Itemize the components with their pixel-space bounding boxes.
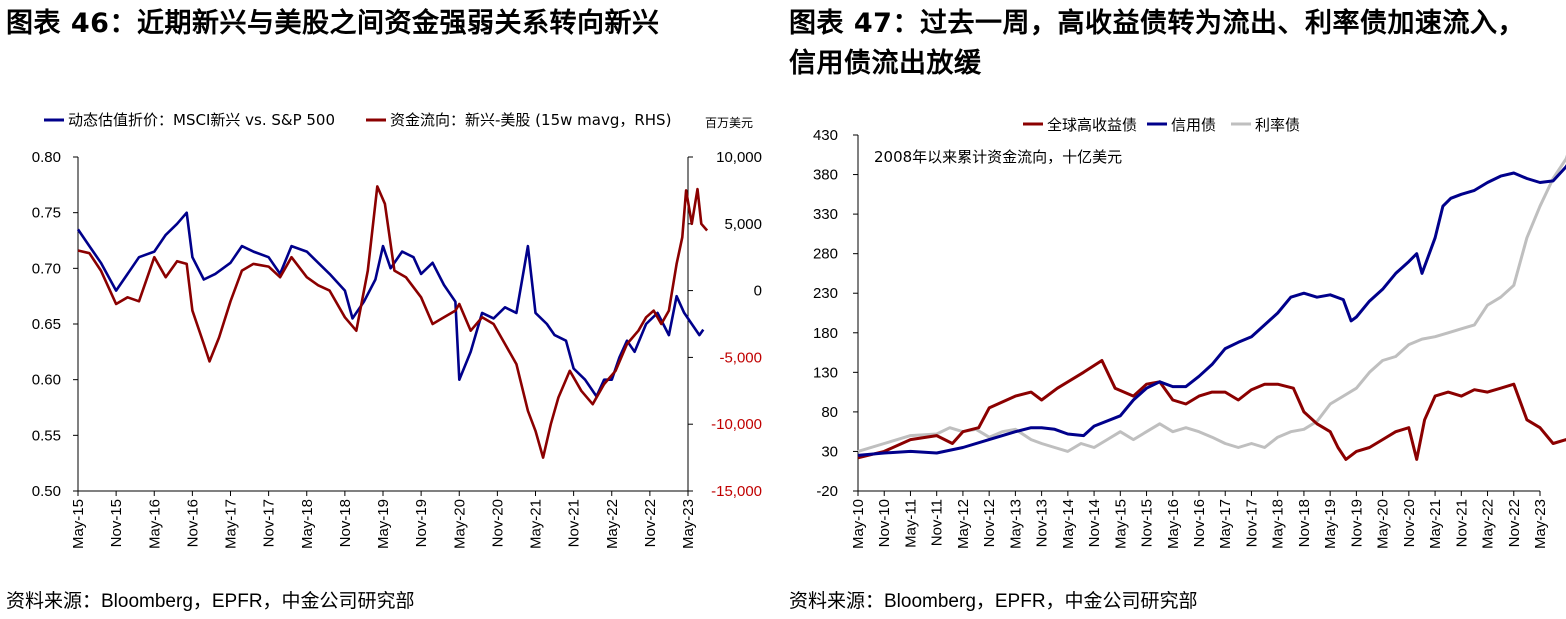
x-tick-label: May-15 (70, 499, 87, 549)
chart-annotation: 2008年以来累计资金流向，十亿美元 (874, 148, 1122, 166)
series-line (77, 185, 709, 459)
x-tick-label: May-15 (1112, 499, 1129, 549)
x-tick-label: Nov-18 (337, 499, 354, 547)
source-note: 资料来源：Bloomberg，EPFR，中金公司研究部 (789, 591, 1198, 612)
y-tick-label: 0.65 (32, 316, 61, 333)
x-tick-label: Nov-19 (413, 499, 430, 547)
y2-tick-label: -5,000 (719, 349, 762, 366)
x-tick-label: Nov-15 (1139, 499, 1156, 547)
x-tick-label: Nov-20 (489, 499, 506, 547)
x-tick-label: Nov-16 (1191, 499, 1208, 547)
x-tick-label: Nov-22 (642, 499, 659, 547)
y-tick-label: 0.60 (32, 372, 61, 389)
y2-tick-label: 0 (754, 283, 762, 300)
y-tick-label: 80 (821, 404, 838, 421)
x-tick-label: Nov-21 (1453, 499, 1470, 547)
y-tick-label: -20 (816, 483, 838, 500)
x-tick-label: Nov-22 (1506, 499, 1523, 547)
x-tick-label: May-17 (1217, 499, 1234, 549)
x-tick-label: May-11 (902, 499, 919, 548)
x-tick-label: Nov-12 (981, 499, 998, 547)
x-tick-label: May-22 (1480, 499, 1497, 549)
x-tick-label: May-23 (680, 499, 697, 549)
x-tick-label: Nov-14 (1086, 499, 1103, 547)
legend-label: 利率债 (1255, 116, 1300, 134)
series-line (857, 359, 1566, 461)
figure-title-line: 图表 47：过去一周，高收益债转为流出、利率债加速流入， (789, 8, 1525, 39)
figure-title-line: 信用债流出放缓 (789, 48, 982, 79)
y-tick-label: 380 (813, 167, 838, 184)
y2-tick-label: -10,000 (711, 416, 762, 433)
y-tick-label: 0.70 (32, 260, 61, 277)
legend-label: 全球高收益债 (1047, 116, 1137, 134)
x-tick-label: Nov-10 (876, 499, 893, 547)
x-tick-label: Nov-20 (1401, 499, 1418, 547)
x-tick-label: Nov-21 (566, 499, 583, 547)
figure-title: 图表 47：过去一周，高收益债转为流出、利率债加速流入， 信用债流出放缓 (789, 4, 1525, 84)
x-tick-label: May-23 (1532, 499, 1549, 549)
x-tick-label: May-13 (1007, 499, 1024, 549)
source-note: 资料来源：Bloomberg，EPFR，中金公司研究部 (6, 591, 415, 612)
y-tick-label: 330 (813, 206, 838, 223)
x-tick-label: May-12 (955, 499, 972, 549)
x-tick-label: Nov-13 (1034, 499, 1051, 547)
chart-panel-right: 图表 47：过去一周，高收益债转为流出、利率债加速流入， 信用债流出放缓 全球高… (783, 0, 1566, 619)
x-tick-label: Nov-15 (108, 499, 125, 547)
axis-unit-label: 百万美元 (705, 116, 753, 130)
legend-label: 资金流向：新兴-美股 (15w mavg，RHS) (390, 111, 671, 129)
legend-label: 动态估值折价：MSCI新兴 vs. S&P 500 (68, 111, 335, 129)
x-tick-label: May-18 (1270, 499, 1287, 549)
y-tick-label: 30 (821, 443, 838, 460)
x-tick-label: May-20 (451, 499, 468, 549)
chart-panel-left: 图表 46：近期新兴与美股之间资金强弱关系转向新兴 动态估值折价：MSCI新兴 … (0, 0, 770, 619)
x-tick-label: Nov-17 (261, 499, 278, 547)
x-tick-label: May-18 (299, 499, 316, 549)
line-chart-svg: 动态估值折价：MSCI新兴 vs. S&P 500 资金流向：新兴-美股 (15w… (32, 111, 762, 549)
x-tick-label: May-16 (1165, 499, 1182, 549)
y2-tick-label: 5,000 (724, 216, 762, 233)
y-tick-label: 0.75 (32, 205, 61, 222)
x-tick-label: May-22 (604, 499, 621, 549)
x-tick-label: May-10 (850, 499, 867, 549)
x-tick-label: May-21 (528, 499, 545, 549)
line-chart-svg: 全球高收益债 信用债 利率债 2008年以来累计资金流向，十亿美元 430 380 330 2… (813, 116, 1566, 549)
figure-title: 图表 46：近期新兴与美股之间资金强弱关系转向新兴 (6, 8, 660, 39)
x-tick-label: May-20 (1375, 499, 1392, 549)
x-tick-label: Nov-17 (1243, 499, 1260, 547)
legend-label: 信用债 (1171, 116, 1216, 134)
x-tick-label: Nov-18 (1296, 499, 1313, 547)
y-tick-label: 0.50 (32, 483, 61, 500)
x-tick-label: Nov-11 (929, 499, 946, 546)
x-tick-label: May-21 (1427, 499, 1444, 549)
y2-tick-label: -15,000 (711, 483, 762, 500)
x-tick-label: May-19 (375, 499, 392, 549)
series-line (76, 211, 705, 398)
y-tick-label: 430 (813, 127, 838, 144)
x-tick-label: May-16 (146, 499, 163, 549)
x-tick-label: Nov-19 (1348, 499, 1365, 547)
y2-tick-label: 10,000 (716, 149, 762, 166)
x-tick-label: May-19 (1322, 499, 1339, 549)
series-line (857, 164, 1566, 457)
x-tick-label: Nov-16 (184, 499, 201, 547)
y-tick-label: 130 (813, 364, 838, 381)
y-tick-label: 280 (813, 246, 838, 263)
x-tick-label: May-17 (223, 499, 240, 549)
y-tick-label: 0.55 (32, 427, 61, 444)
y-tick-label: 230 (813, 285, 838, 302)
y-tick-label: 180 (813, 325, 838, 342)
series-line (857, 154, 1566, 453)
y-tick-label: 0.80 (32, 149, 61, 166)
x-tick-label: May-14 (1060, 499, 1077, 549)
